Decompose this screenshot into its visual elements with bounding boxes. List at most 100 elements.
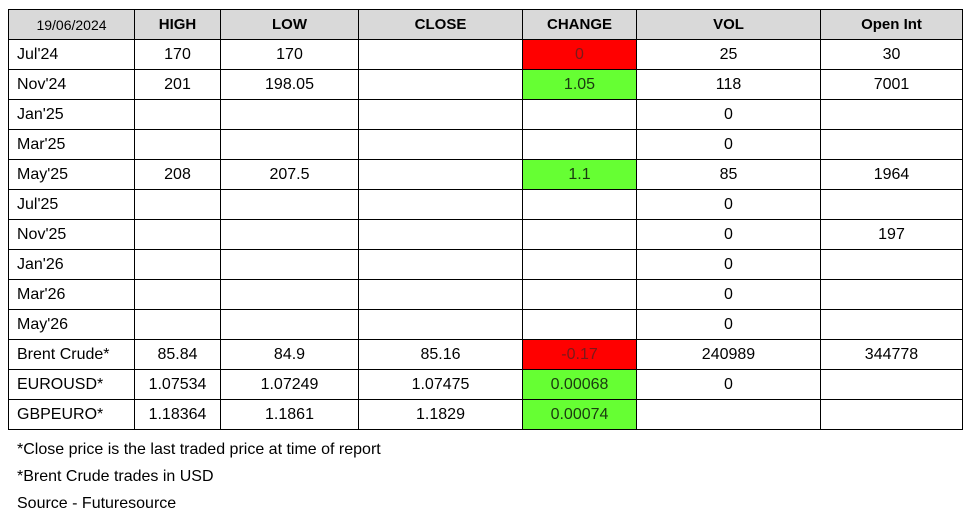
cell-high: 85.84 [134,339,221,370]
cell-change: 0 [522,39,637,70]
table-row: Jan'25 0 [8,99,963,130]
cell-open-int [820,129,963,160]
cell-change [522,249,637,280]
cell-low [220,189,359,220]
header-open-int: Open Int [820,9,963,40]
cell-change [522,129,637,160]
cell-open-int: 344778 [820,339,963,370]
cell-close [358,309,523,340]
cell-low [220,219,359,250]
header-row: 19/06/2024 HIGH LOW CLOSE CHANGE VOL Ope… [8,9,963,40]
header-close: CLOSE [358,9,523,40]
cell-vol: 0 [636,369,821,400]
cell-high: 1.18364 [134,399,221,430]
cell-open-int: 30 [820,39,963,70]
cell-vol: 0 [636,309,821,340]
table-row: Nov'24 201 198.05 1.05 118 7001 [8,69,963,100]
cell-open-int [820,369,963,400]
cell-change [522,99,637,130]
table-row: GBPEURO* 1.18364 1.1861 1.1829 0.00074 [8,399,963,430]
cell-change [522,279,637,310]
cell-close [358,219,523,250]
cell-open-int: 1964 [820,159,963,190]
cell-name: Jan'26 [8,249,135,280]
cell-open-int: 197 [820,219,963,250]
cell-name: Jul'24 [8,39,135,70]
cell-change: 1.05 [522,69,637,100]
cell-name: Brent Crude* [8,339,135,370]
cell-high [134,99,221,130]
cell-vol: 0 [636,99,821,130]
cell-low [220,99,359,130]
cell-low: 1.1861 [220,399,359,430]
header-date: 19/06/2024 [8,9,135,40]
cell-high [134,309,221,340]
table-row: May'25 208 207.5 1.1 85 1964 [8,159,963,190]
cell-vol: 0 [636,129,821,160]
cell-open-int [820,249,963,280]
footnotes: *Close price is the last traded price at… [17,436,381,517]
table-row: Jul'24 170 170 0 25 30 [8,39,963,70]
cell-close: 85.16 [358,339,523,370]
cell-low: 198.05 [220,69,359,100]
cell-high: 201 [134,69,221,100]
cell-low: 84.9 [220,339,359,370]
cell-high: 1.07534 [134,369,221,400]
cell-close [358,129,523,160]
table-row: Jul'25 0 [8,189,963,220]
note-source: Source - Futuresource [17,495,177,512]
cell-vol: 85 [636,159,821,190]
table-row: Jan'26 0 [8,249,963,280]
cell-change: 0.00068 [522,369,637,400]
cell-name: Mar'25 [8,129,135,160]
cell-high [134,249,221,280]
cell-name: GBPEURO* [8,399,135,430]
header-low: LOW [220,9,359,40]
cell-close [358,39,523,70]
cell-close [358,99,523,130]
note-brent-usd: *Brent Crude trades in USD [17,468,214,485]
cell-name: May'26 [8,309,135,340]
cell-open-int [820,309,963,340]
cell-change: 1.1 [522,159,637,190]
header-vol: VOL [636,9,821,40]
cell-open-int: 7001 [820,69,963,100]
cell-low [220,129,359,160]
cell-open-int [820,399,963,430]
cell-close [358,69,523,100]
cell-high [134,129,221,160]
cell-name: May'25 [8,159,135,190]
cell-high [134,219,221,250]
cell-close [358,249,523,280]
table-row: Mar'25 0 [8,129,963,160]
table-row: Mar'26 0 [8,279,963,310]
cell-low [220,309,359,340]
cell-close: 1.07475 [358,369,523,400]
cell-vol: 0 [636,189,821,220]
cell-vol: 25 [636,39,821,70]
cell-vol: 0 [636,249,821,280]
table-row: Brent Crude* 85.84 84.9 85.16 -0.17 240989 344… [8,339,963,370]
table-row: May'26 0 [8,309,963,340]
cell-open-int [820,99,963,130]
cell-high [134,189,221,220]
cell-low: 1.07249 [220,369,359,400]
cell-high: 208 [134,159,221,190]
cell-name: Jan'25 [8,99,135,130]
cell-change [522,219,637,250]
cell-change [522,309,637,340]
cell-name: EUROUSD* [8,369,135,400]
cell-open-int [820,189,963,220]
header-high: HIGH [134,9,221,40]
table-row: EUROUSD* 1.07534 1.07249 1.07475 0.00068 0 [8,369,963,400]
cell-high: 170 [134,39,221,70]
cell-low [220,249,359,280]
cell-name: Jul'25 [8,189,135,220]
cell-low: 207.5 [220,159,359,190]
cell-name: Mar'26 [8,279,135,310]
cell-high [134,279,221,310]
cell-open-int [820,279,963,310]
cell-vol: 240989 [636,339,821,370]
cell-change: -0.17 [522,339,637,370]
cell-vol: 0 [636,279,821,310]
